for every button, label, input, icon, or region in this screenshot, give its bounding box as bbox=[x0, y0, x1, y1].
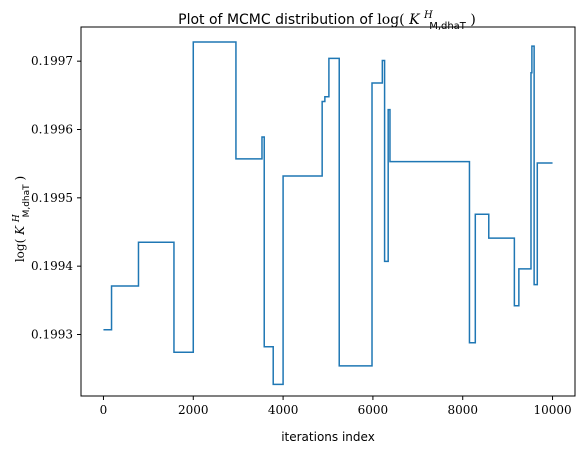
x-tick-label: 2000 bbox=[178, 403, 209, 417]
y-tick-label: 0.1997 bbox=[31, 54, 73, 68]
trace-series-line bbox=[103, 41, 553, 386]
x-tick-label: 4000 bbox=[268, 403, 299, 417]
chart-title-math-func: log( bbox=[377, 12, 404, 28]
y-axis-label: log( K H M,dhaT ) bbox=[8, 176, 32, 262]
axes-frame bbox=[80, 26, 576, 397]
x-axis-label: iterations index bbox=[281, 430, 375, 444]
y-axis-ticks: 0.1993 0.1994 0.1995 0.1996 0.1997 bbox=[31, 54, 81, 342]
y-tick-label: 0.1995 bbox=[31, 191, 73, 205]
y-axis-label-sub: M,dhaT bbox=[22, 184, 32, 218]
x-tick-label: 6000 bbox=[358, 403, 389, 417]
chart-title-prefix: Plot of MCMC distribution of bbox=[178, 12, 377, 28]
x-tick-label: 8000 bbox=[447, 403, 478, 417]
y-tick-label: 0.1996 bbox=[31, 123, 73, 137]
y-tick-label: 0.1993 bbox=[31, 328, 73, 342]
chart-title-math-close: ) bbox=[470, 12, 475, 28]
y-axis-label-symbol: K bbox=[13, 225, 27, 236]
plot-layer bbox=[103, 41, 553, 386]
chart-title-math-sup: H bbox=[423, 10, 433, 21]
y-axis-label-sup: H bbox=[12, 214, 22, 223]
x-tick-label: 10000 bbox=[533, 403, 571, 417]
y-tick-label: 0.1994 bbox=[31, 259, 73, 273]
chart-title-math-symbol: K bbox=[408, 12, 421, 28]
x-axis-ticks: 0 2000 4000 6000 8000 10000 bbox=[100, 396, 572, 417]
y-axis-label-func: log( bbox=[13, 239, 27, 262]
x-tick-label: 0 bbox=[100, 403, 108, 417]
y-axis-label-close: ) bbox=[13, 176, 27, 181]
